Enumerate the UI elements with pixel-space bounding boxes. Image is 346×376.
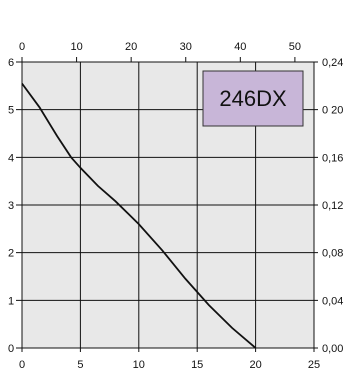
y-tick-label: 2 (8, 248, 14, 260)
x-top-tick-label: 50 (289, 41, 301, 53)
x-tick-label: 10 (133, 359, 145, 371)
y-right-tick-label: 0,24 (322, 57, 343, 69)
label-box: 246DX (202, 70, 304, 127)
y-tick-label: 0 (8, 343, 14, 355)
x-tick-label: 20 (249, 359, 261, 371)
label-box-rect (202, 70, 304, 127)
y-right-tick-label: 0,04 (322, 295, 343, 307)
series-line (21, 82, 257, 349)
y-right-tick-label: 0,16 (322, 152, 343, 164)
label-box-text: 246DX (219, 86, 287, 111)
tick-labels: 0 5 10 15 20 25 0 10 20 30 40 50 0 1 2 3 4 5 6 0,00 0,04 0,08… (8, 41, 343, 371)
x-top-tick-label: 10 (70, 41, 82, 53)
x-top-tick-label: 40 (234, 41, 246, 53)
y-tick-label: 1 (8, 295, 14, 307)
y-tick-label: 6 (8, 57, 14, 69)
x-top-tick-label: 0 (19, 41, 25, 53)
y-tick-label: 4 (8, 152, 14, 164)
y-tick-label: 3 (8, 200, 14, 212)
x-tick-label: 15 (191, 359, 203, 371)
y-right-tick-label: 0,00 (322, 343, 343, 355)
y-right-tick-label: 0,08 (322, 248, 343, 260)
x-tick-label: 0 (19, 359, 25, 371)
y-right-tick-label: 0,12 (322, 200, 343, 212)
x-tick-label: 5 (77, 359, 83, 371)
x-top-tick-label: 30 (180, 41, 192, 53)
x-top-tick-label: 20 (125, 41, 137, 53)
y-tick-label: 5 (8, 105, 14, 117)
grid (16, 57, 318, 352)
y-right-tick-label: 0 20 (322, 105, 343, 117)
x-tick-label: 25 (308, 359, 320, 371)
